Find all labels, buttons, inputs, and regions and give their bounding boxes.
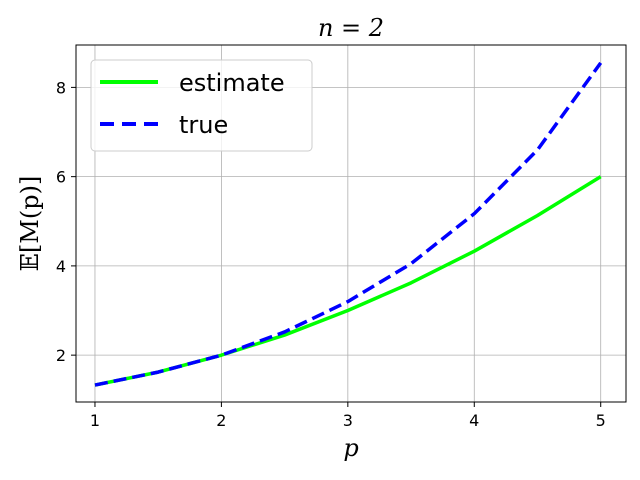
y-axis-label: 𝔼[M(p)] [16, 176, 44, 272]
series-layer [94, 61, 603, 387]
y-tick-label: 2 [56, 346, 66, 365]
chart-title: n = 2 [318, 14, 384, 42]
y-tick-label: 4 [56, 257, 66, 276]
legend-label-true: true [179, 111, 228, 139]
legend: estimate true [90, 59, 313, 152]
x-axis-label: p [343, 434, 358, 462]
ticks: 1 2 3 4 5 2 4 6 8 [56, 78, 606, 430]
x-tick-label: 1 [90, 411, 100, 430]
x-tick-label: 3 [343, 411, 353, 430]
y-tick-label: 8 [56, 78, 66, 97]
series-line-true [94, 61, 603, 387]
x-tick-label: 4 [469, 411, 479, 430]
y-tick-label: 6 [56, 168, 66, 187]
x-tick-label: 2 [216, 411, 226, 430]
plot-frame [75, 44, 627, 403]
x-tick-label: 5 [596, 411, 606, 430]
legend-label-estimate: estimate [179, 69, 285, 97]
